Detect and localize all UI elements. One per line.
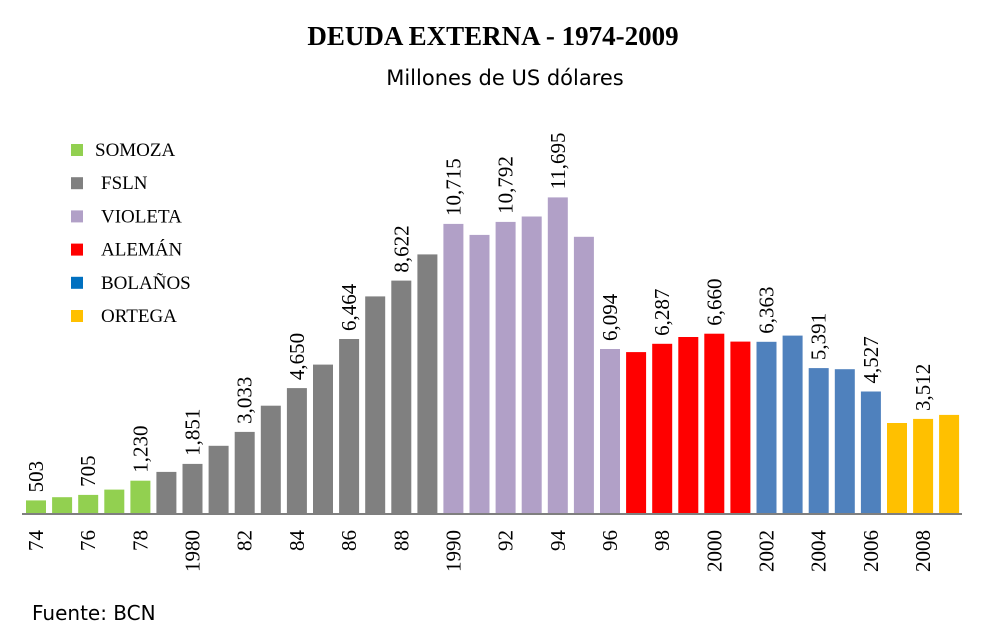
bar-1991 (469, 234, 490, 514)
data-label-2004: 5,391 (807, 313, 831, 360)
data-label-1974: 503 (24, 461, 48, 493)
data-label-1996: 6,094 (598, 293, 622, 341)
legend-label-4: BOLAÑOS (101, 272, 191, 294)
bar-1976 (78, 494, 99, 514)
bar-1996 (600, 349, 620, 514)
x-tick-1990: 1990 (441, 530, 465, 572)
x-tick-1992: 92 (494, 530, 518, 551)
legend-swatch-4 (71, 276, 83, 289)
legend-label-0: SOMOZA (95, 140, 176, 161)
x-tick-1998: 98 (650, 530, 674, 551)
bar-2000 (704, 333, 725, 514)
bar-1982 (234, 431, 255, 514)
legend-label-1: FSLN (101, 173, 148, 194)
bar-2006 (860, 391, 881, 514)
x-tick-1976: 76 (76, 530, 100, 551)
legend-swatch-5 (71, 310, 83, 322)
bar-1981 (208, 445, 229, 514)
x-tick-1994: 94 (546, 530, 570, 552)
bar-2007 (887, 423, 907, 514)
bar-2002 (756, 341, 777, 514)
chart-title: DEUDA EXTERNA - 1974-2009 (307, 21, 678, 51)
x-tick-1974: 74 (24, 530, 48, 552)
data-label-1988: 8,622 (389, 225, 413, 272)
x-tick-1988: 88 (389, 530, 413, 551)
x-tick-1996: 96 (598, 530, 622, 551)
x-tick-2006: 2006 (859, 530, 883, 572)
bar-2009 (939, 414, 960, 514)
legend-label-3: ALEMÁN (101, 239, 183, 261)
chart-subtitle: Millones de US dólares (386, 66, 624, 90)
bar-2008 (913, 418, 934, 514)
data-label-2000: 6,660 (702, 278, 726, 325)
legend-swatch-2 (71, 210, 83, 223)
x-tick-2004: 2004 (807, 530, 831, 573)
bar-1994 (547, 197, 568, 514)
x-tick-1980: 1980 (181, 530, 205, 572)
bar-1992 (495, 221, 516, 514)
bar-1993 (521, 216, 542, 514)
bar-1999 (678, 337, 699, 514)
data-label-1992: 10,792 (494, 156, 518, 214)
bar-1980 (182, 463, 203, 514)
legend-label-5: ORTEGA (101, 306, 177, 327)
bar-2003 (782, 335, 803, 514)
data-label-1980: 1,851 (181, 409, 205, 456)
bar-1979 (156, 471, 177, 514)
bar-2005 (834, 369, 855, 514)
source-note: Fuente: BCN (32, 601, 156, 625)
bar-1974 (26, 500, 46, 514)
legend-label-2: VIOLETA (101, 206, 182, 227)
bar-1984 (286, 388, 307, 514)
data-label-2008: 3,512 (911, 364, 935, 411)
data-labels: 503 705 1,230 1,851 3,033 4,650 6,464 8,622 10,7… (24, 132, 935, 492)
data-label-1984: 4,650 (285, 333, 309, 380)
bar-1988 (391, 280, 412, 514)
bar-1986 (339, 339, 360, 514)
bar-1983 (260, 405, 281, 514)
x-tick-1984: 84 (285, 530, 309, 552)
data-label-1978: 1,230 (128, 425, 152, 472)
data-label-1998: 6,287 (650, 289, 674, 336)
data-label-1994: 11,695 (546, 132, 570, 189)
bar-1989 (417, 254, 438, 514)
x-tick-1982: 82 (233, 530, 257, 551)
data-label-1976: 705 (76, 455, 100, 487)
bar-1998 (652, 343, 673, 514)
x-tick-1978: 78 (128, 530, 152, 551)
data-label-1986: 6,464 (337, 283, 361, 331)
legend-swatch-3 (71, 243, 83, 256)
bar-1978 (130, 480, 151, 514)
data-label-2006: 4,527 (859, 336, 883, 383)
data-label-1982: 3,033 (233, 377, 257, 424)
x-tick-2008: 2008 (911, 530, 935, 572)
legend: SOMOZA FSLN VIOLETA ALEMÁN BOLAÑOS ORTEGA (71, 140, 191, 327)
bar-1997 (626, 352, 647, 514)
bar-1990 (443, 223, 464, 514)
x-tick-labels: 74 76 78 1980 82 84 86 88 1990 92 94 96 98 2000 2002 20… (24, 530, 935, 573)
x-tick-2000: 2000 (702, 530, 726, 572)
data-label-2002: 6,363 (755, 287, 779, 334)
bar-1977 (104, 489, 125, 514)
bar-1987 (365, 296, 386, 514)
bar-1985 (313, 364, 333, 514)
x-tick-2002: 2002 (755, 530, 779, 572)
legend-swatch-1 (71, 177, 83, 190)
bars (26, 197, 960, 515)
bar-2004 (808, 368, 829, 514)
bar-1975 (52, 497, 73, 514)
bar-2001 (730, 341, 751, 514)
data-label-1990: 10,715 (441, 158, 465, 216)
legend-swatch-0 (71, 144, 83, 156)
bar-1995 (573, 236, 594, 515)
x-tick-1986: 86 (337, 530, 361, 551)
